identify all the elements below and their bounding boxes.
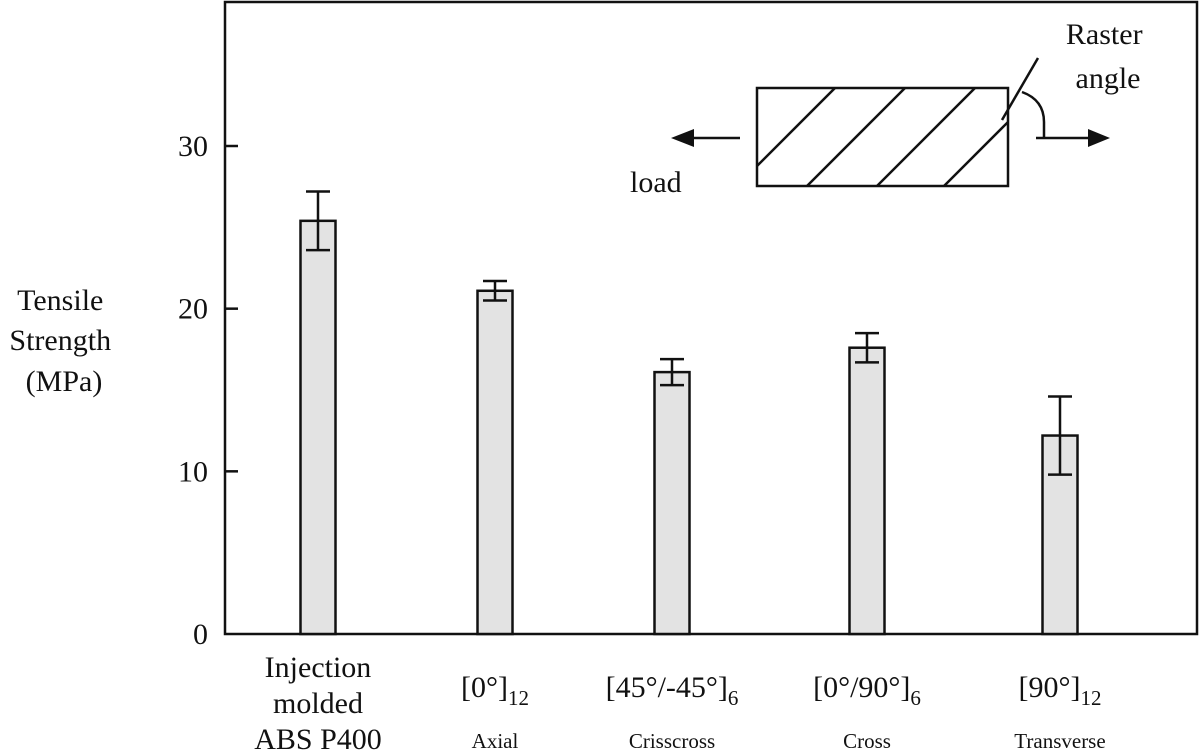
category-label: [45°/-45°]6 [606,671,739,710]
arrow-right-icon [1088,129,1110,147]
category-labels: Injection molded ABS P400[0°]12Axial[45°/-… [254,651,1105,752]
category-label: Injection molded ABS P400 [254,651,382,752]
y-axis-label-line-3: (MPa) [26,365,103,398]
y-axis-label-line-1: Tensile [17,284,103,317]
category-label-subscript: 12 [1080,686,1101,710]
hatch-line [757,88,836,168]
category-sublabel: Axial [472,729,519,752]
arrow-left-icon [671,129,694,147]
category-label-line: Injection [265,651,372,684]
hatch-line [806,88,906,186]
category-label-subscript: 6 [910,686,921,710]
category-label-subscript: 12 [508,686,529,710]
bars-group [299,190,1079,636]
y-tick-label: 10 [178,455,208,488]
bar [476,289,514,636]
category-label-main: [45°/-45°] [606,671,728,704]
category-label-line: molded [273,687,363,720]
raster-angle-label: Raster angle [1066,18,1150,95]
category-label-subscript: 6 [728,686,739,710]
category-sublabel: Cross [843,729,891,752]
y-tick-label: 20 [178,293,208,326]
category-label-main: [0°/90°] [813,671,910,704]
category-sublabel: Crisscross [629,729,715,752]
hatch-line [943,120,1008,186]
error-bar [483,279,507,302]
bar [848,346,886,636]
y-tick-label: 0 [193,618,208,651]
y-axis-label: Tensile Strength (MPa) [9,284,118,398]
raster-angle-line [1000,57,1040,121]
category-label-main: [0°] [461,671,508,704]
raster-angle-inset: load Raster angle [630,18,1150,199]
error-bar [660,357,684,387]
category-label: [0°]12 [461,671,529,710]
error-bar [1048,395,1072,476]
raster-angle-arc [1021,90,1046,138]
plot-frame [223,0,1199,636]
category-label-line: ABS P400 [254,723,382,752]
y-axis: 0 10 20 30 [178,130,238,651]
category-label-main: [90°] [1019,671,1081,704]
y-axis-label-line-2: Strength [9,324,111,357]
y-tick-label: 30 [178,130,208,163]
category-label: [0°/90°]6 [813,671,921,710]
specimen-rectangle [755,86,1010,188]
category-sublabel: Transverse [1014,729,1105,752]
hatch-line [876,88,976,186]
error-bar [306,190,330,252]
bar [653,370,691,636]
bar [299,219,337,636]
category-label: [90°]12 [1019,671,1102,710]
error-bar [855,331,879,364]
load-label: load [630,166,682,199]
raster-angle-label-line-2: angle [1076,62,1141,95]
raster-angle-label-line-1: Raster [1066,18,1143,51]
raster-hatch-lines [757,88,1008,186]
